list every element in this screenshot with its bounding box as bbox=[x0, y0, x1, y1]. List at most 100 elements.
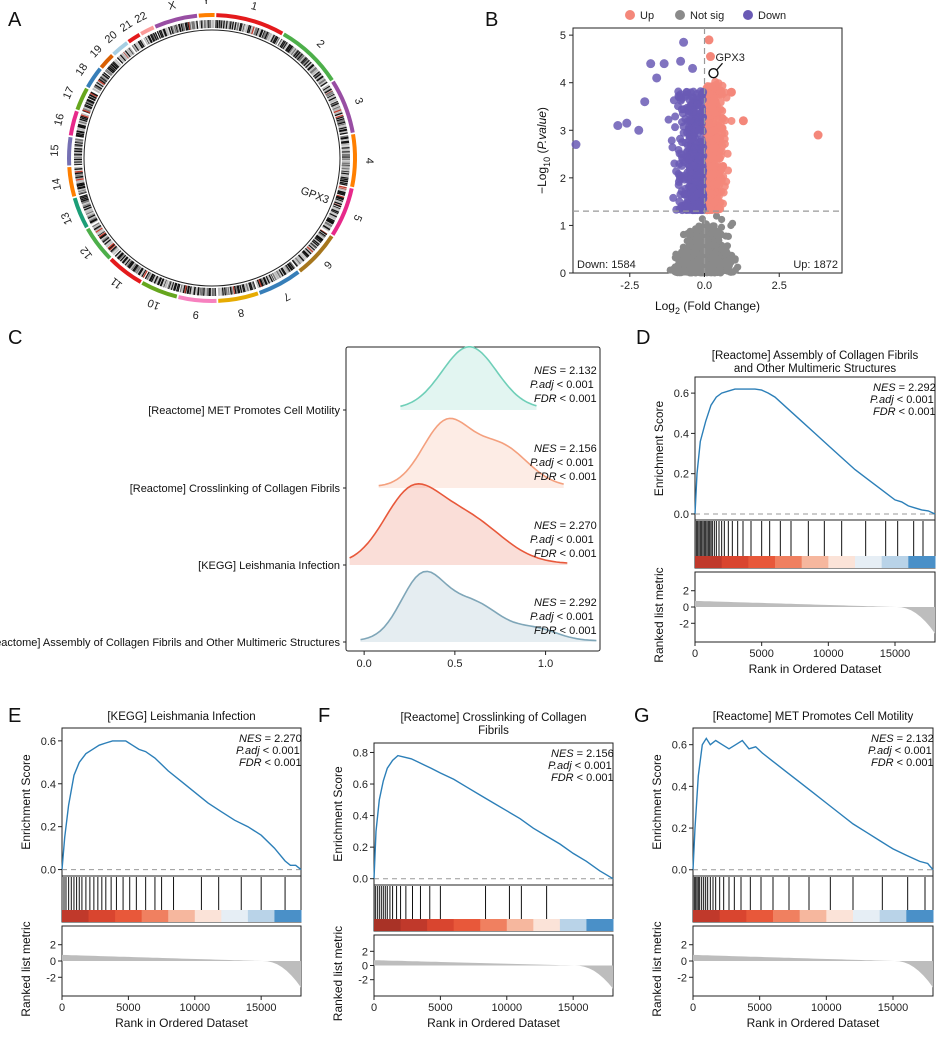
up-point bbox=[813, 130, 823, 140]
fdr-value: < 0.001 bbox=[557, 625, 597, 637]
fdr-value: < 0.001 bbox=[896, 406, 936, 418]
y-tick-label: 0.2 bbox=[353, 842, 368, 854]
x-tick-label: 15000 bbox=[246, 1002, 277, 1014]
cytoband bbox=[278, 269, 284, 277]
chromosome-label: 19 bbox=[88, 43, 105, 60]
cytoband bbox=[262, 30, 267, 39]
cytoband bbox=[93, 85, 102, 92]
cytoband bbox=[129, 262, 136, 270]
cytoband bbox=[252, 281, 257, 290]
down-point bbox=[571, 140, 581, 150]
cytoband bbox=[156, 31, 162, 39]
nes-text: NES = 2.270 bbox=[239, 733, 302, 745]
panel-d-gsea: [Reactome] Assembly of Collagen Fibrilsa… bbox=[652, 350, 936, 676]
cytoband bbox=[78, 121, 87, 125]
up-point bbox=[714, 205, 723, 214]
cytoband bbox=[94, 85, 102, 91]
cytoband bbox=[80, 114, 89, 118]
notsig-point bbox=[684, 236, 692, 244]
gpx3-point bbox=[708, 67, 719, 79]
legend-swatch bbox=[625, 10, 635, 20]
down-count-label: Down: 1584 bbox=[577, 259, 636, 271]
y-tick-label: 0 bbox=[683, 602, 689, 614]
chromosome-label: 1 bbox=[250, 0, 259, 13]
metric-axis-label: Ranked list metric bbox=[652, 567, 666, 662]
down-point bbox=[669, 193, 678, 202]
nes-value: = 2.132 bbox=[557, 365, 597, 377]
up-point bbox=[711, 143, 720, 152]
down-point bbox=[684, 109, 693, 118]
padj-value: < 0.001 bbox=[554, 611, 594, 623]
cytoband bbox=[104, 70, 112, 77]
cytoband bbox=[274, 271, 280, 279]
cytoband bbox=[198, 20, 201, 29]
notsig-point bbox=[671, 263, 679, 271]
notsig-point bbox=[716, 265, 724, 273]
cytoband bbox=[339, 132, 348, 135]
cytoband bbox=[74, 147, 83, 150]
cytoband bbox=[336, 119, 345, 123]
cytoband bbox=[159, 278, 164, 287]
panel-g-gsea: [Reactome] MET Promotes Cell Motility 0.0… bbox=[650, 711, 934, 1030]
cytoband bbox=[268, 274, 274, 283]
cytoband bbox=[124, 50, 131, 58]
nes-text: NES = 2.156 bbox=[551, 748, 614, 760]
down-point bbox=[687, 134, 696, 143]
cytoband bbox=[341, 167, 350, 170]
cytoband bbox=[134, 265, 140, 273]
up-point bbox=[708, 152, 717, 161]
cytoband bbox=[327, 93, 335, 99]
es-axis-label: Enrichment Score bbox=[652, 400, 666, 496]
cytoband bbox=[79, 194, 88, 198]
heatmap-cell bbox=[801, 556, 829, 568]
cytoband bbox=[165, 280, 169, 289]
y-axis-label: −Log10 (P.value) bbox=[535, 107, 552, 194]
cytoband bbox=[303, 59, 310, 67]
gpx3-annotation: GPX3 bbox=[299, 185, 331, 207]
down-point bbox=[691, 177, 700, 186]
cytoband bbox=[270, 34, 276, 43]
cytoband bbox=[257, 279, 263, 288]
y-tick-label: 0.8 bbox=[353, 747, 368, 759]
heatmap-cell bbox=[141, 910, 169, 922]
nes-label: NES bbox=[873, 382, 896, 394]
cytoband bbox=[134, 42, 141, 51]
up-point bbox=[726, 87, 736, 97]
cytoband bbox=[225, 20, 228, 29]
down-point bbox=[694, 189, 703, 198]
cytoband bbox=[233, 21, 236, 30]
chromosome-label: 8 bbox=[237, 306, 245, 319]
gpx3-label: GPX3 bbox=[715, 52, 744, 64]
cytoband bbox=[326, 92, 334, 98]
cytoband bbox=[323, 86, 331, 92]
cytoband bbox=[173, 282, 178, 292]
chromosome-color-band bbox=[331, 80, 355, 134]
fdr-value: < 0.001 bbox=[557, 393, 597, 405]
cytoband bbox=[85, 209, 94, 214]
down-point bbox=[688, 63, 698, 73]
heatmap-cell bbox=[826, 910, 854, 922]
cytoband bbox=[312, 71, 321, 78]
ridge-fill bbox=[378, 418, 564, 488]
cytoband bbox=[98, 232, 106, 238]
up-point bbox=[716, 119, 725, 128]
cytoband bbox=[296, 53, 304, 61]
chromosome-color-band bbox=[216, 13, 284, 36]
fdr-value: < 0.001 bbox=[557, 548, 597, 560]
ridge-category-label: [Reactome] Crosslinking of Collagen Fibr… bbox=[130, 483, 341, 495]
cytoband bbox=[331, 208, 340, 213]
x-tick-label: 15000 bbox=[878, 1002, 909, 1014]
fdr-label: FDR bbox=[534, 471, 557, 483]
cytoband bbox=[123, 51, 130, 59]
y-tick-label: 0 bbox=[362, 961, 368, 973]
cytoband bbox=[151, 275, 157, 283]
cytoband bbox=[104, 239, 112, 246]
padj-text: P.adj < 0.001 bbox=[868, 745, 932, 757]
cytoband bbox=[151, 33, 156, 42]
padj-text: P.adj < 0.001 bbox=[870, 394, 934, 406]
cytoband bbox=[341, 148, 350, 151]
cytoband bbox=[145, 36, 151, 45]
heatmap-cell bbox=[194, 910, 222, 922]
cytoband bbox=[304, 60, 311, 68]
cytoband bbox=[122, 256, 129, 264]
